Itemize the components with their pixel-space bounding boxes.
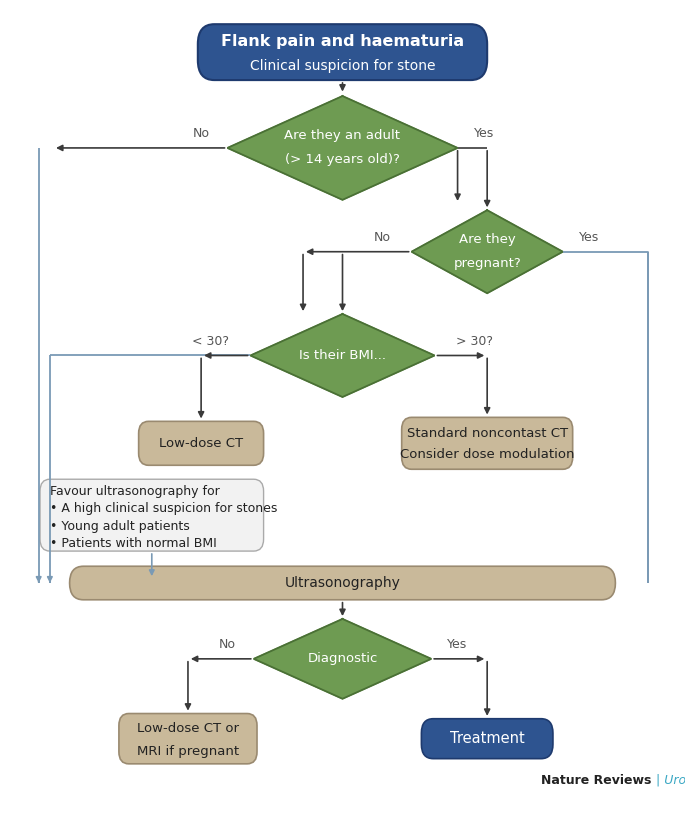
Text: Clinical suspicion for stone: Clinical suspicion for stone (250, 58, 435, 72)
Text: | Urology: | Urology (651, 774, 685, 787)
Text: Flank pain and haematuria: Flank pain and haematuria (221, 35, 464, 49)
Text: Are they: Are they (459, 233, 516, 246)
Text: (> 14 years old)?: (> 14 years old)? (285, 153, 400, 166)
Polygon shape (412, 210, 563, 293)
Text: Low-dose CT or: Low-dose CT or (137, 722, 239, 735)
Text: Is their BMI...: Is their BMI... (299, 349, 386, 362)
Text: No: No (373, 230, 390, 244)
Text: Yes: Yes (579, 230, 599, 244)
Text: Favour ultrasonography for: Favour ultrasonography for (50, 485, 220, 498)
Text: < 30?: < 30? (192, 335, 229, 347)
Text: MRI if pregnant: MRI if pregnant (137, 745, 239, 758)
Text: Treatment: Treatment (450, 731, 525, 746)
Polygon shape (251, 314, 434, 397)
Text: Nature Reviews: Nature Reviews (541, 774, 651, 787)
Text: Yes: Yes (447, 638, 468, 651)
Text: Standard noncontast CT: Standard noncontast CT (407, 427, 568, 440)
Polygon shape (253, 619, 432, 699)
FancyBboxPatch shape (401, 417, 573, 469)
Text: pregnant?: pregnant? (453, 258, 521, 270)
FancyBboxPatch shape (119, 714, 257, 764)
Text: No: No (219, 638, 236, 651)
Polygon shape (227, 96, 458, 200)
Text: • A high clinical suspicion for stones: • A high clinical suspicion for stones (50, 502, 277, 515)
Text: Diagnostic: Diagnostic (308, 653, 377, 665)
Text: Consider dose modulation: Consider dose modulation (400, 448, 575, 461)
Text: Ultrasonography: Ultrasonography (284, 576, 401, 590)
FancyBboxPatch shape (198, 24, 487, 80)
Text: > 30?: > 30? (456, 335, 493, 347)
FancyBboxPatch shape (40, 479, 264, 551)
FancyBboxPatch shape (138, 421, 264, 465)
Text: • Patients with normal BMI: • Patients with normal BMI (50, 537, 216, 551)
Text: No: No (192, 127, 210, 140)
FancyBboxPatch shape (70, 566, 615, 600)
Text: Low-dose CT: Low-dose CT (159, 437, 243, 450)
Text: Yes: Yes (474, 127, 494, 140)
FancyBboxPatch shape (421, 718, 553, 759)
Text: • Young adult patients: • Young adult patients (50, 520, 190, 532)
Text: Are they an adult: Are they an adult (284, 129, 401, 142)
